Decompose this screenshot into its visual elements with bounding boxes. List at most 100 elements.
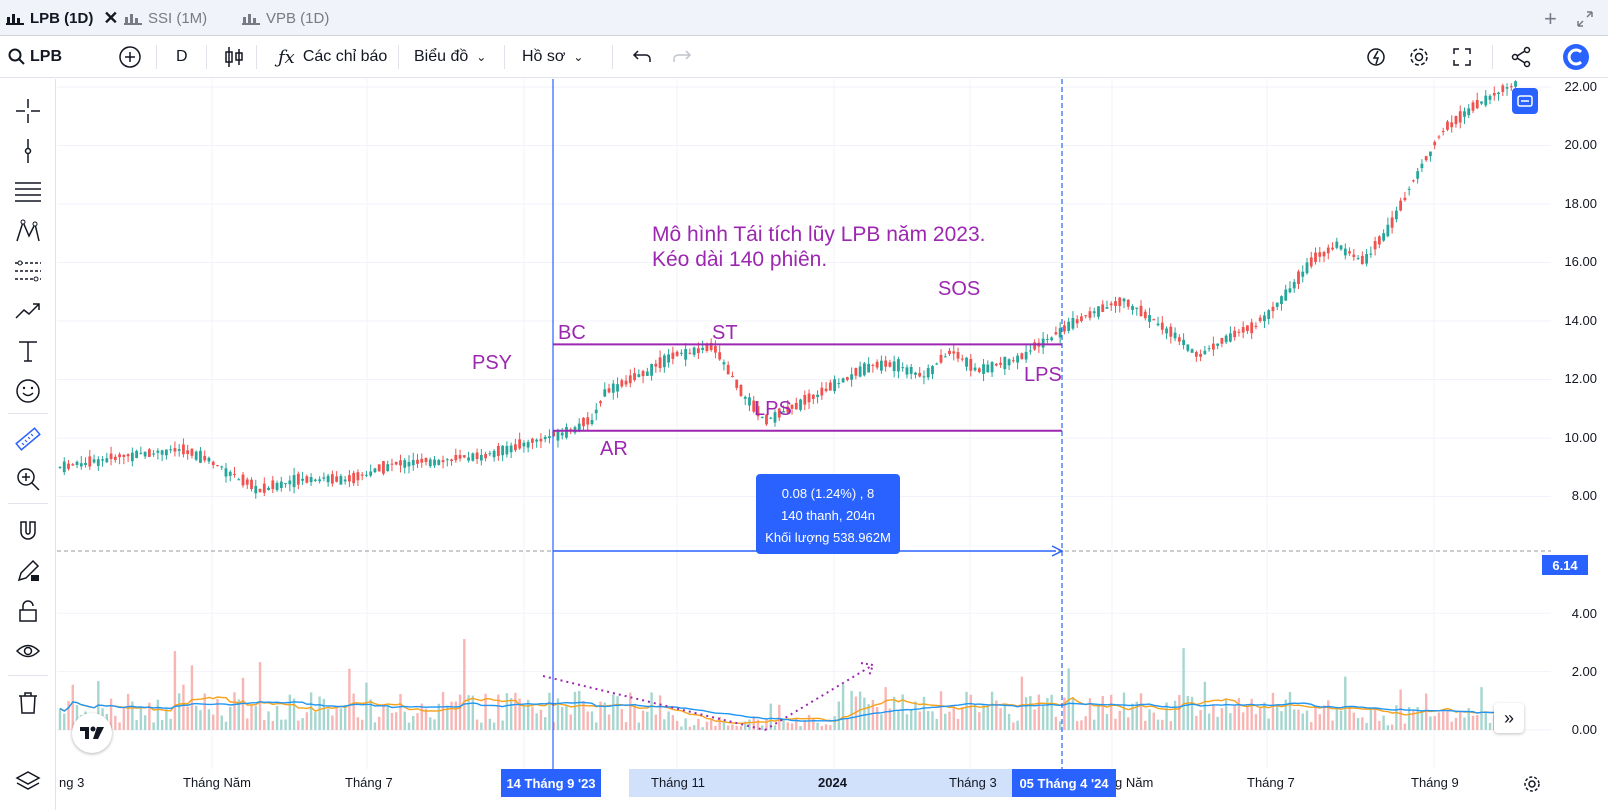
candle-body: [705, 343, 709, 351]
volume-bar: [301, 718, 304, 730]
candle-body: [275, 482, 279, 491]
divider: [1492, 45, 1493, 69]
volume-bar: [816, 722, 819, 730]
volume-bar: [131, 701, 134, 730]
candle-body: [471, 453, 475, 461]
emoji-tool[interactable]: [10, 373, 46, 409]
price-chart[interactable]: [57, 79, 1551, 769]
scroll-to-realtime-button[interactable]: »: [1494, 703, 1524, 733]
lock-all-tool[interactable]: [10, 593, 46, 629]
candle-body: [467, 457, 470, 461]
volume-bar: [1446, 710, 1449, 730]
volume-bar: [582, 701, 585, 730]
tab-vpb[interactable]: VPB (1D): [242, 0, 329, 36]
volume-bar: [684, 718, 687, 730]
volume-bar: [1369, 708, 1373, 730]
volume-bar: [952, 706, 955, 730]
candle-body: [67, 463, 70, 469]
object-tree-tool[interactable]: [10, 763, 46, 799]
price-axis[interactable]: 22.00 20.00 18.00 16.00 14.00 12.00 10.0…: [1551, 79, 1608, 769]
magnet-tool[interactable]: [10, 513, 46, 549]
candle-body: [318, 479, 322, 482]
undo-button[interactable]: [632, 36, 652, 78]
alert-button[interactable]: [1366, 36, 1388, 78]
profile-menu-button[interactable]: Hồ sơ ⌄: [522, 36, 583, 78]
indicators-button[interactable]: ƒx Các chỉ báo: [278, 36, 387, 78]
volume-bar: [718, 716, 721, 730]
settings-button[interactable]: [1408, 36, 1430, 78]
candle-body: [1437, 136, 1441, 138]
price-tick: 16.00: [1564, 254, 1597, 269]
volume-bar: [586, 711, 589, 730]
share-button[interactable]: [1510, 36, 1532, 78]
crosshair-tool[interactable]: [10, 93, 46, 129]
candle-body: [1488, 95, 1492, 100]
volume-bar: [292, 698, 296, 730]
tab-lpb[interactable]: LPB (1D) ✕: [6, 0, 118, 36]
chevron-down-icon: ⌄: [476, 50, 487, 64]
candle-body: [1399, 200, 1403, 211]
zoom-tool[interactable]: [10, 461, 46, 497]
candle-body: [1377, 236, 1381, 245]
lock-drawing-tool[interactable]: [10, 553, 46, 589]
pattern-tool[interactable]: [10, 213, 46, 249]
volume-bar: [1424, 693, 1428, 730]
account-button[interactable]: [1562, 36, 1590, 78]
projection-tool[interactable]: [10, 253, 46, 289]
candle-body: [1420, 163, 1424, 169]
volume-bar: [416, 713, 419, 730]
volume-bar: [1254, 714, 1258, 730]
volume-bar: [1390, 724, 1394, 730]
volume-bar: [526, 699, 530, 730]
candle-body: [1390, 217, 1394, 228]
interval-button[interactable]: D: [176, 36, 188, 78]
volume-bar: [769, 703, 772, 730]
candle-body: [1458, 111, 1462, 123]
symbol-search[interactable]: LPB: [8, 36, 62, 78]
volume-bar: [956, 718, 960, 730]
volume-bar: [1012, 722, 1015, 730]
compare-button[interactable]: [118, 36, 142, 78]
volume-bar: [888, 708, 892, 730]
volume-bar: [246, 718, 249, 730]
price-tick: 8.00: [1571, 488, 1597, 503]
close-icon[interactable]: ✕: [103, 7, 119, 28]
expand-icon[interactable]: [1576, 10, 1594, 28]
forecast-tool[interactable]: [10, 293, 46, 329]
candle-body: [867, 363, 871, 373]
candle-body: [1071, 318, 1075, 329]
volume-bar: [1173, 700, 1177, 730]
candle-body: [1003, 356, 1007, 370]
volume-bar: [697, 718, 700, 730]
volume-bar: [786, 722, 789, 730]
chart-menu-button[interactable]: Biểu đồ ⌄: [414, 36, 486, 78]
fib-tool[interactable]: [10, 173, 46, 209]
add-tab-icon[interactable]: +: [1544, 6, 1557, 31]
gear-icon[interactable]: [1523, 775, 1541, 793]
hide-tool[interactable]: [10, 633, 46, 669]
volume-bar: [458, 694, 462, 730]
chart-type-button[interactable]: [224, 36, 244, 78]
candle-body: [1007, 359, 1011, 366]
measure-tool[interactable]: [10, 421, 46, 457]
line-tool[interactable]: [10, 133, 46, 169]
fit-range-button[interactable]: [1512, 88, 1538, 114]
candle-body: [1480, 101, 1483, 104]
volume-bar: [467, 695, 470, 730]
time-axis[interactable]: ng 3 Tháng Năm Tháng 7 Tháng 11 2024 Thá…: [57, 769, 1551, 810]
volume-bar: [731, 724, 734, 730]
volume-tick: 0.00: [1571, 722, 1597, 737]
volume-bar: [1084, 716, 1087, 730]
candle-body: [348, 475, 351, 482]
tradingview-logo[interactable]: [72, 713, 112, 753]
fullscreen-button[interactable]: [1452, 36, 1472, 78]
volume-bar: [109, 698, 113, 730]
volume-rise-arrow: [860, 662, 875, 677]
tab-ssi[interactable]: SSI (1M): [124, 0, 207, 36]
volume-bar: [837, 701, 841, 730]
candle-body: [390, 463, 394, 465]
delete-tool[interactable]: [10, 685, 46, 721]
text-tool[interactable]: [10, 333, 46, 369]
volume-bar: [629, 692, 632, 730]
redo-button[interactable]: [672, 36, 692, 78]
